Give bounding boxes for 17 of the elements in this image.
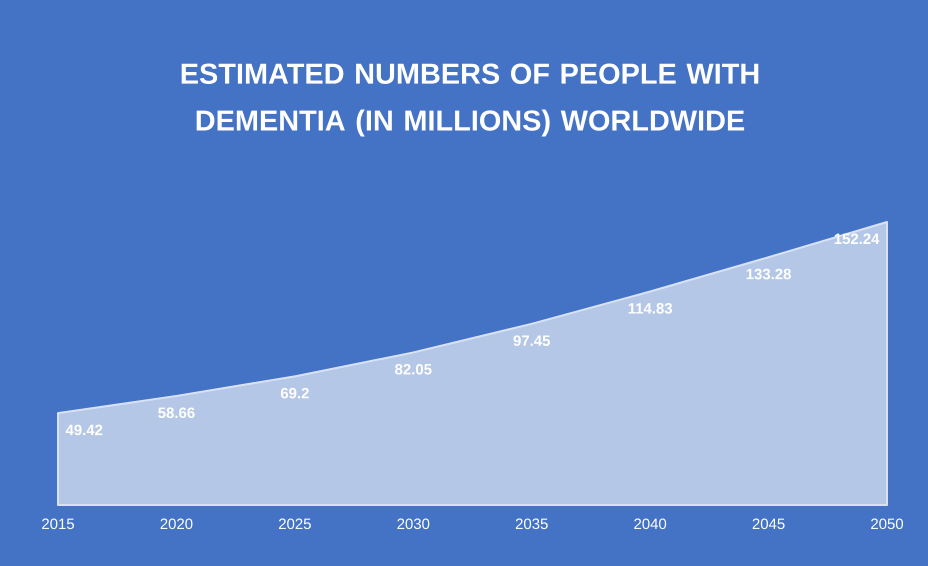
x-tick-label: 2040 xyxy=(634,518,666,530)
data-label: 114.83 xyxy=(628,303,672,314)
x-tick-label: 2030 xyxy=(397,518,430,530)
data-label: 133.28 xyxy=(746,268,791,280)
x-tick-label: 2035 xyxy=(516,518,548,530)
data-label: 152.24 xyxy=(834,234,880,244)
x-tick-label: 2025 xyxy=(278,518,311,530)
x-tick-label: 2050 xyxy=(871,518,904,530)
data-label: 58.66 xyxy=(158,407,195,418)
x-tick-label: 2020 xyxy=(160,518,192,530)
data-label: 82.05 xyxy=(395,364,432,375)
data-label: 97.45 xyxy=(514,335,550,346)
data-label: 69.2 xyxy=(280,388,309,398)
x-tick-label: 2045 xyxy=(752,518,785,530)
x-tick-label: 2015 xyxy=(42,518,74,530)
data-label: 49.42 xyxy=(66,424,102,436)
chart-title: ESTIMATED NUMBERS OF PEOPLE WITH DEMENTIA (IN MILLIONS) WORLDWIDE xyxy=(182,63,758,136)
